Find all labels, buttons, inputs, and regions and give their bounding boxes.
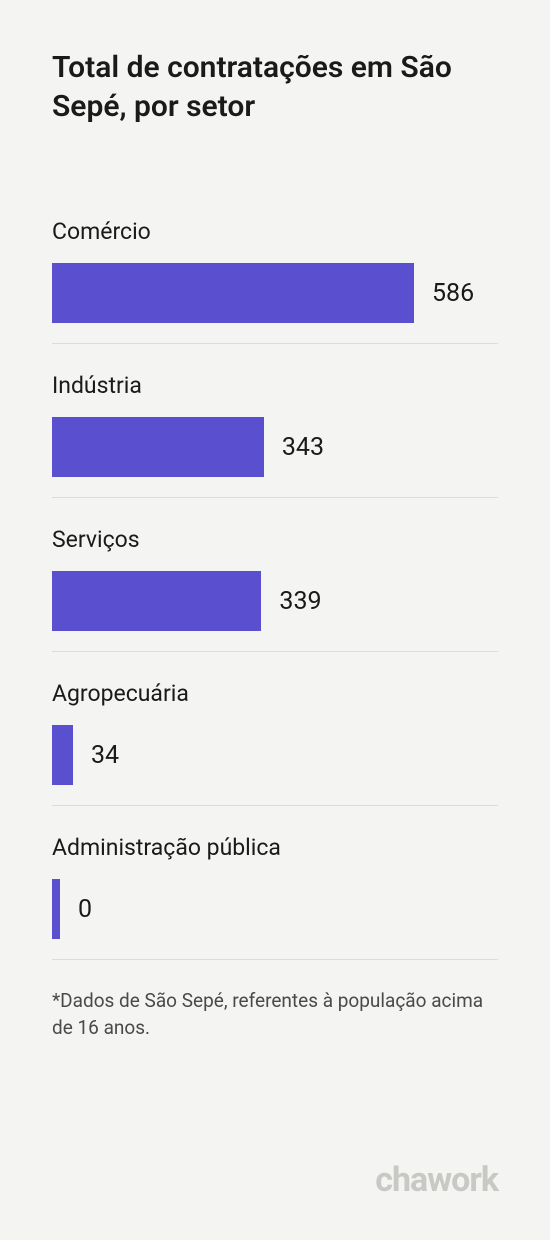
bar-value: 343: [282, 433, 324, 462]
chart-title: Total de contratações em São Sepé, por s…: [52, 48, 498, 126]
bar-row: 343: [52, 417, 498, 477]
bar-label: Agropecuária: [52, 680, 498, 707]
bar-label: Administração pública: [52, 834, 498, 861]
bar-label: Comércio: [52, 218, 498, 245]
bar: [52, 417, 264, 477]
chart-container: Total de contratações em São Sepé, por s…: [0, 0, 550, 1240]
bar-row: 34: [52, 725, 498, 785]
brand-logo: chawork: [52, 1160, 498, 1200]
bar-label: Serviços: [52, 526, 498, 553]
bar-group: Indústria 343: [52, 372, 498, 498]
bar: [52, 879, 60, 939]
bar: [52, 571, 261, 631]
bar-group: Comércio 586: [52, 218, 498, 344]
bar-label: Indústria: [52, 372, 498, 399]
bar: [52, 263, 414, 323]
bar-value: 0: [78, 895, 92, 924]
bar: [52, 725, 73, 785]
bar-value: 339: [279, 587, 321, 616]
bar-group: Agropecuária 34: [52, 680, 498, 806]
bar-row: 339: [52, 571, 498, 631]
bar-value: 586: [432, 279, 474, 308]
bar-group: Serviços 339: [52, 526, 498, 652]
bar-value: 34: [91, 741, 119, 770]
bar-row: 586: [52, 263, 498, 323]
bar-group: Administração pública 0: [52, 834, 498, 960]
bar-row: 0: [52, 879, 498, 939]
bar-chart: Comércio 586 Indústria 343 Serviços 339 …: [52, 218, 498, 1124]
chart-footnote: *Dados de São Sepé, referentes à populaç…: [52, 988, 498, 1041]
